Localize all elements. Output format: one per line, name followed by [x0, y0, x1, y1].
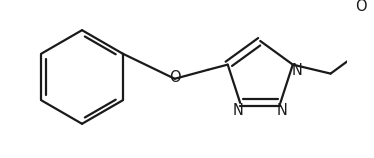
Text: N: N [233, 103, 244, 118]
Text: N: N [277, 103, 288, 118]
Text: N: N [292, 63, 303, 78]
Text: O: O [169, 70, 181, 85]
Text: O: O [355, 0, 367, 14]
